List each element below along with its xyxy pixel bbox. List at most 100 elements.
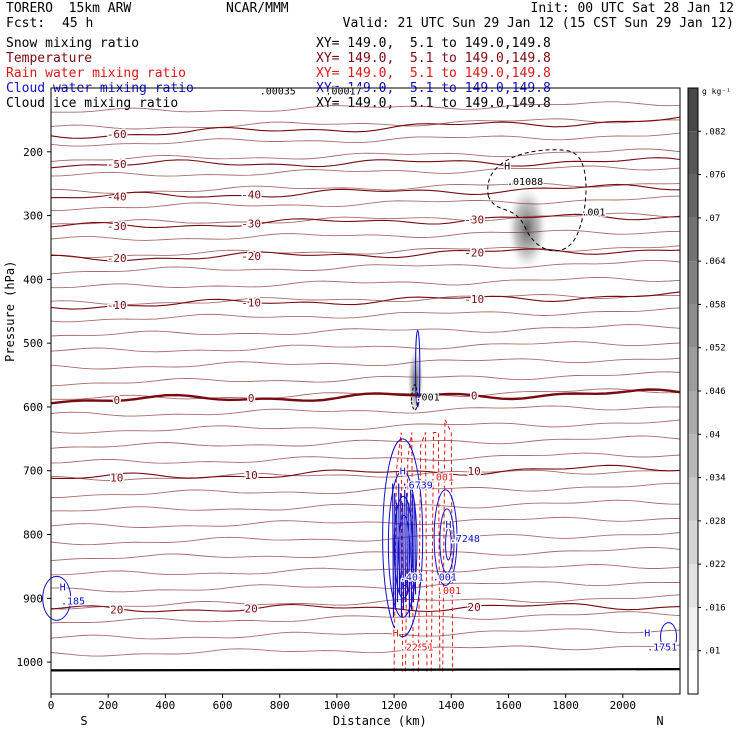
x-end-label-north: N <box>656 714 663 728</box>
contour-annotation: .001 <box>416 393 440 404</box>
isotherm-label: -10 <box>107 299 127 312</box>
colorbar-swatch <box>688 477 698 521</box>
isotherm-label: -50 <box>107 158 127 171</box>
y-tick-label: 1000 <box>17 656 44 669</box>
colorbar-swatch <box>688 304 698 348</box>
init-time: Init: 00 UTC Sat 28 Jan 12 <box>530 1 735 16</box>
colorbar-swatch <box>688 131 698 175</box>
x-tick-label: 0 <box>48 699 55 712</box>
colorbar-swatch <box>688 434 698 478</box>
plot-frame <box>50 87 681 695</box>
background-isotherm <box>51 276 681 289</box>
x-tick-label: 200 <box>98 699 118 712</box>
isotherm--10 <box>50 291 681 310</box>
cloud-water-core <box>404 483 407 603</box>
cloud-ice-contour <box>410 384 419 411</box>
x-end-label-south: S <box>80 714 87 728</box>
isotherm-label: -60 <box>107 128 127 141</box>
contour-annotation: H <box>644 629 650 640</box>
contour-annotation: .7248 <box>450 534 480 545</box>
field-name: Cloud ice mixing ratio <box>6 96 179 111</box>
isotherm-label: -30 <box>464 213 484 226</box>
isotherm-label: 20 <box>110 603 123 616</box>
contour-annotation: H <box>400 467 406 478</box>
background-isotherm <box>50 165 681 177</box>
cloud-water-core <box>406 493 409 595</box>
field-name: Rain water mixing ratio <box>6 66 187 81</box>
x-tick-label: 1200 <box>381 699 408 712</box>
isotherm-10 <box>50 464 681 479</box>
rain-water-contour <box>417 432 428 672</box>
org-label: NCAR/MMM <box>226 1 289 16</box>
cloud-water-contour <box>439 508 455 574</box>
colorbar-swatch <box>688 391 698 435</box>
isotherm-label: 0 <box>471 389 478 402</box>
background-isotherm <box>50 132 681 147</box>
colorbar-swatch <box>688 607 698 651</box>
contour-annotation: .001 <box>437 586 461 597</box>
colorbar-tick-label: .028 <box>704 517 726 527</box>
isotherm--50 <box>50 157 681 169</box>
cloud-water-core <box>392 483 395 618</box>
x-tick-label: 1600 <box>495 699 522 712</box>
y-tick-label: 200 <box>23 146 43 159</box>
background-isotherm <box>50 419 681 434</box>
background-isotherm <box>50 307 681 323</box>
background-isotherm <box>50 405 681 417</box>
background-isotherm <box>50 357 681 370</box>
isotherm--40 <box>50 183 681 199</box>
x-axis-label: Distance (km) <box>333 714 427 728</box>
isotherm-label: 10 <box>468 465 481 478</box>
snow-plume-upper <box>507 186 548 271</box>
background-isotherm <box>50 341 681 353</box>
isotherm-label: -10 <box>241 297 261 310</box>
isotherm-label: -10 <box>464 293 484 306</box>
background-isotherm <box>50 294 680 306</box>
x-tick-label: 600 <box>213 699 233 712</box>
background-isotherm <box>50 611 681 624</box>
isotherm-label: 0 <box>113 394 120 407</box>
isotherm-label: -20 <box>464 247 484 260</box>
y-tick-label: 400 <box>23 273 43 286</box>
colorbar-swatch <box>688 347 698 391</box>
x-tick-label: 1400 <box>438 699 465 712</box>
contour-annotation: .001 <box>581 208 605 219</box>
colorbar-swatch <box>688 88 698 132</box>
y-axis-label: Pressure (hPa) <box>3 261 17 362</box>
background-isotherm <box>50 532 681 546</box>
y-tick-label: 800 <box>23 529 43 542</box>
colorbar-tick-label: .07 <box>704 214 720 224</box>
contour-annotation: .2206 <box>400 643 430 654</box>
background-isotherm <box>50 564 681 576</box>
colorbar-tick-label: .082 <box>704 127 726 137</box>
contour-annotation: .001 <box>433 572 457 583</box>
isotherm-label: -40 <box>107 191 127 204</box>
isotherm-0 <box>50 388 681 405</box>
contour-annotation: .185 <box>61 597 85 608</box>
cloud-water-core <box>412 493 415 603</box>
background-isotherm <box>50 435 681 449</box>
isotherm-label: 10 <box>110 471 123 484</box>
background-isotherm <box>50 371 681 387</box>
cloud-water-core <box>400 493 403 618</box>
isotherm-label: -20 <box>241 250 261 263</box>
colorbar-tick-label: .064 <box>704 257 726 267</box>
background-isotherm <box>50 324 681 337</box>
cloud-water-contour <box>382 438 424 638</box>
fcst-label: Fcst: <box>6 16 46 31</box>
colorbar-tick-label: .034 <box>704 474 726 484</box>
cloud-water-contour <box>397 514 411 587</box>
cloud-water-core <box>408 502 411 618</box>
isotherm-20 <box>50 603 681 613</box>
colorbar-swatch <box>688 650 698 694</box>
background-isotherm <box>50 229 681 241</box>
background-isotherm <box>50 594 681 610</box>
field-xy: XY= 149.0, 5.1 to 149.0,149.8 <box>316 66 551 81</box>
background-isotherm <box>50 259 681 275</box>
isotherm-label: -30 <box>107 220 127 233</box>
contour-annotation: .001 <box>430 472 454 483</box>
colorbar-tick-label: .022 <box>704 560 726 570</box>
isotherm--20 <box>51 248 681 262</box>
colorbar-unit: g kg⁻¹ <box>702 87 731 96</box>
